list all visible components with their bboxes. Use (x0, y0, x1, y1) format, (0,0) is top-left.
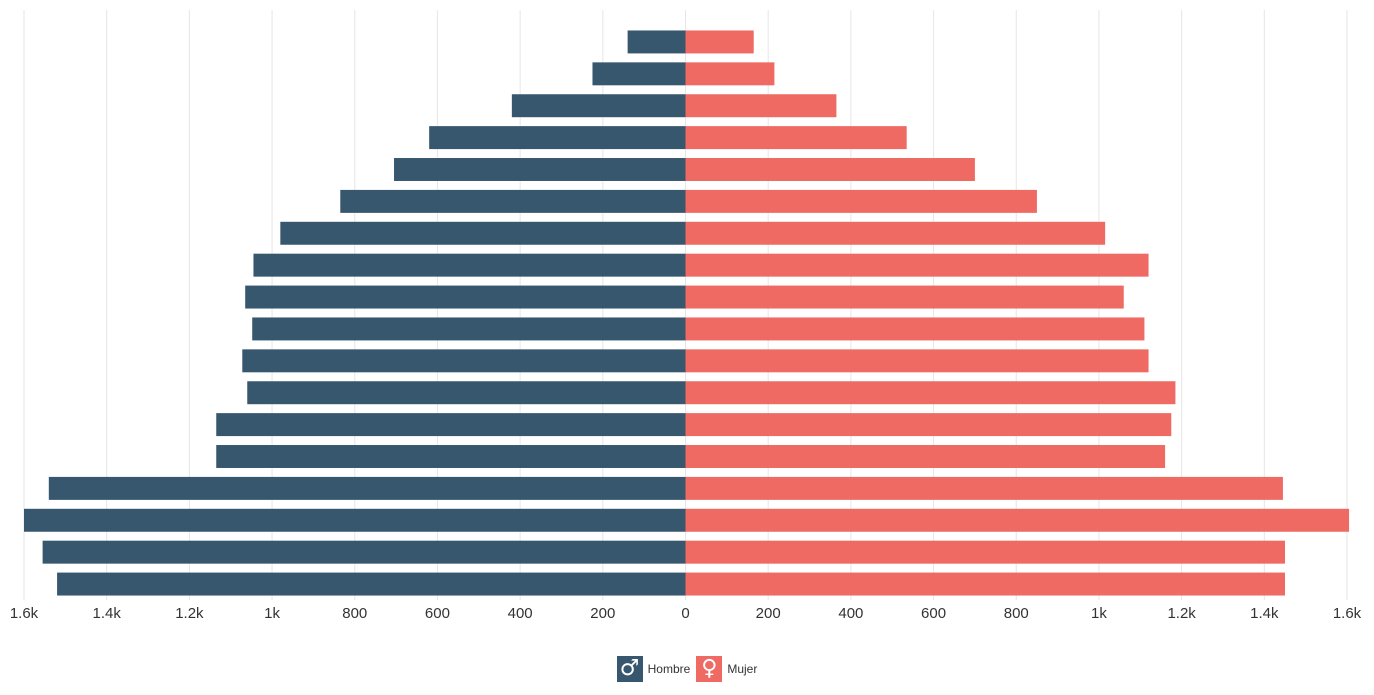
bar-hombre-2[interactable] (511, 94, 686, 118)
bar-mujer-13[interactable] (685, 445, 1166, 468)
bar-hombre-16[interactable] (42, 540, 686, 564)
x-tick-label: 1.4k (1250, 605, 1279, 622)
bar-hombre-17[interactable] (57, 572, 686, 596)
x-tick-label: 400 (508, 605, 533, 622)
bar-mujer-11[interactable] (685, 381, 1176, 405)
x-tick-label: 200 (590, 605, 615, 622)
x-tick-label: 1.2k (1167, 605, 1196, 622)
bar-mujer-0[interactable] (685, 30, 754, 54)
bar-hombre-6[interactable] (280, 221, 686, 245)
x-tick-label: 600 (425, 605, 450, 622)
legend-label-hombre: Hombre (647, 662, 691, 676)
bar-hombre-13[interactable] (216, 445, 686, 468)
x-tick-label: 1.6k (10, 605, 39, 622)
bar-mujer-4[interactable] (685, 158, 975, 181)
bar-mujer-16[interactable] (685, 540, 1285, 564)
bar-mujer-15[interactable] (685, 508, 1350, 532)
bar-hombre-4[interactable] (394, 158, 686, 181)
x-tick-label: 1.4k (93, 605, 122, 622)
bar-mujer-12[interactable] (685, 413, 1172, 437)
bar-hombre-15[interactable] (24, 508, 686, 532)
bar-mujer-5[interactable] (685, 189, 1037, 213)
bar-mujer-8[interactable] (685, 285, 1124, 309)
x-tick-label: 1k (264, 605, 280, 622)
legend-label-mujer: Mujer (727, 662, 758, 676)
bar-hombre-0[interactable] (627, 30, 686, 54)
bar-hombre-7[interactable] (253, 253, 686, 277)
x-axis-tick-labels: 1.6k 1.4k 1.2k 1k 800 600 400 200 0 200 400 600 800 1… (10, 605, 1362, 622)
x-tick-label: 1.2k (175, 605, 204, 622)
bar-hombre-14[interactable] (48, 476, 686, 500)
bar-mujer-17[interactable] (685, 572, 1285, 596)
bar-hombre-5[interactable] (340, 189, 686, 213)
female-icon: ♀ (696, 656, 723, 682)
bar-hombre-3[interactable] (429, 126, 686, 150)
bar-mujer-2[interactable] (685, 94, 837, 118)
x-tick-label: 800 (342, 605, 367, 622)
legend-item-hombre[interactable]: ♂ Hombre (616, 656, 691, 682)
x-tick-label: 0 (681, 605, 689, 622)
legend: ♂ Hombre ♀ Mujer (0, 656, 1374, 682)
bar-hombre-10[interactable] (242, 349, 686, 373)
bar-mujer-7[interactable] (685, 253, 1149, 277)
bar-mujer-14[interactable] (685, 476, 1283, 500)
x-tick-label: 200 (756, 605, 781, 622)
x-tick-label: 400 (838, 605, 863, 622)
x-tick-label: 800 (1004, 605, 1029, 622)
male-icon: ♂ (616, 656, 643, 682)
bar-mujer-3[interactable] (685, 126, 907, 150)
legend-item-mujer[interactable]: ♀ Mujer (696, 656, 757, 682)
bar-mujer-6[interactable] (685, 221, 1106, 245)
x-tick-label: 1.6k (1333, 605, 1362, 622)
bars (24, 30, 1350, 596)
x-tick-label: 1k (1091, 605, 1107, 622)
bar-hombre-11[interactable] (247, 381, 686, 405)
bar-mujer-1[interactable] (685, 62, 775, 86)
bar-hombre-8[interactable] (245, 285, 686, 309)
bar-hombre-12[interactable] (216, 413, 686, 437)
x-tick-label: 600 (921, 605, 946, 622)
bar-mujer-9[interactable] (685, 317, 1145, 341)
bar-hombre-1[interactable] (592, 62, 686, 86)
bar-hombre-9[interactable] (252, 317, 686, 341)
bar-mujer-10[interactable] (685, 349, 1149, 373)
